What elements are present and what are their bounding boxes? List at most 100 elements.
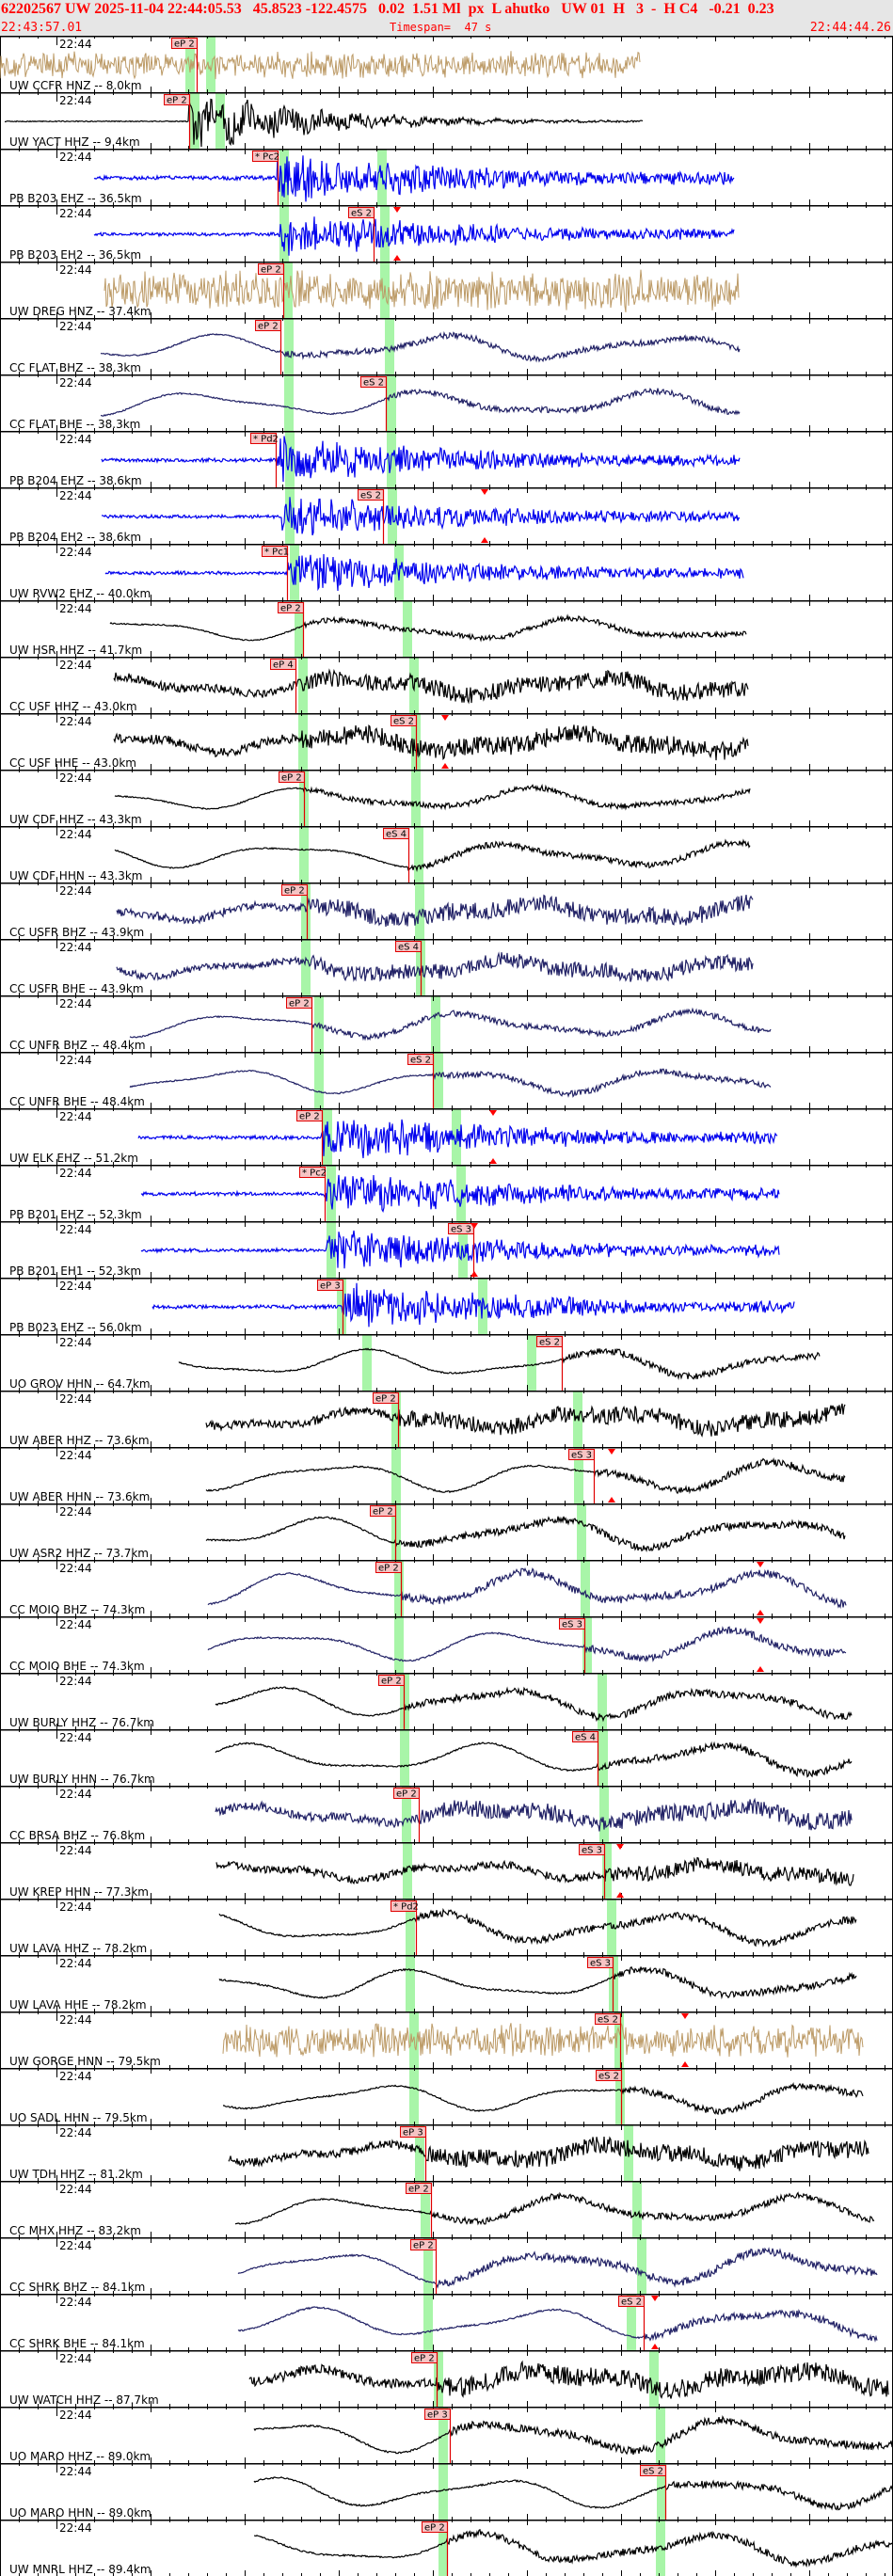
- p-phase-pick[interactable]: eP 2: [411, 2352, 439, 2407]
- trace-panel[interactable]: 22:44 UO GROV HHN -- 64.7km eS 2: [0, 1334, 893, 1391]
- p-phase-pick[interactable]: * Pc2: [299, 1167, 327, 1221]
- trace-panel[interactable]: 22:44 UW BURLY HHZ -- 76.7km eP 2: [0, 1673, 893, 1729]
- s-phase-pick[interactable]: eS 4: [395, 941, 423, 995]
- trace-panel[interactable]: 22:44 PB B201 EHZ -- 52.3km * Pc2: [0, 1165, 893, 1221]
- trace-panel[interactable]: 22:44 UW CCFR HNZ -- 8.0km eP 2: [0, 36, 893, 92]
- trace-panel[interactable]: 22:44 PB B204 EH2 -- 38.6km eS 2: [0, 487, 893, 544]
- p-phase-pick[interactable]: eP 4: [270, 659, 297, 713]
- p-phase-pick[interactable]: eP 2: [281, 884, 309, 939]
- trace-panel[interactable]: 22:44 CC SHRK BHZ -- 84.1km eP 2: [0, 2237, 893, 2294]
- p-phase-pick[interactable]: eP 2: [422, 2521, 449, 2576]
- trace-panel[interactable]: 22:44 PB B203 EHZ -- 36.5km * Pc2: [0, 149, 893, 205]
- trace-panel[interactable]: 22:44 UW RVW2 EHZ -- 40.0km * Pc1: [0, 544, 893, 600]
- p-phase-pick[interactable]: eP 3: [317, 1280, 344, 1334]
- s-phase-pick[interactable]: eS 2: [358, 489, 385, 544]
- trace-panel[interactable]: 22:44 UO MARO HHN -- 89.0km eS 2: [0, 2463, 893, 2520]
- p-phase-pick[interactable]: eP 2: [286, 997, 313, 1052]
- trace-panel[interactable]: 22:44 CC USF HHZ -- 43.0km eP 4: [0, 657, 893, 713]
- trace-panel[interactable]: 22:44 UW DREG HNZ -- 37.4km eP 2: [0, 262, 893, 318]
- p-phase-pick[interactable]: eP 2: [278, 602, 305, 657]
- trace-panel[interactable]: 22:44 UW WATCH HHZ -- 87.7km eP 2: [0, 2350, 893, 2407]
- trace-panel[interactable]: 22:44 CC MHX HHZ -- 83.2km eP 2: [0, 2181, 893, 2237]
- trace-panel[interactable]: 22:44 CC FLAT BHE -- 38.3km eS 2: [0, 374, 893, 431]
- trace-panel[interactable]: 22:44 UW LAVA HHE -- 78.2km eS 3: [0, 1955, 893, 2012]
- trace-panel[interactable]: 22:44 UW ASR2 HHZ -- 73.7km eP 2: [0, 1503, 893, 1560]
- trace-panel[interactable]: 22:44 CC FLAT BHZ -- 38.3km eP 2: [0, 318, 893, 374]
- trace-panel[interactable]: 22:44 CC USFR BHE -- 43.9km eS 4: [0, 939, 893, 995]
- trace-panel[interactable]: 22:44 PB B201 EH1 -- 52.3km eS 3: [0, 1221, 893, 1278]
- trace-panel[interactable]: 22:44 UO SADL HHN -- 79.5km eS 2: [0, 2068, 893, 2124]
- trace-panel[interactable]: 22:44 CC UNFR BHE -- 48.4km eS 2: [0, 1052, 893, 1108]
- minute-marker-label: 22:44: [59, 2013, 92, 2027]
- waveform-trace: [140, 1174, 780, 1213]
- p-phase-pick[interactable]: eP 3: [400, 2126, 427, 2181]
- p-phase-pick[interactable]: eP 2: [393, 1788, 421, 1842]
- svg-text:eP 2: eP 2: [284, 886, 305, 897]
- s-phase-pick[interactable]: eS 3: [587, 1957, 614, 2012]
- trace-panel[interactable]: 22:44 UW TDH HHZ -- 81.2km eP 3: [0, 2124, 893, 2181]
- trace-panel[interactable]: 22:44 UW YACT HHZ -- 9.4km eP 2: [0, 92, 893, 149]
- trace-panel[interactable]: 22:44 UW KREP HHN -- 77.3km eS 3: [0, 1842, 893, 1899]
- p-phase-pick[interactable]: eP 2: [171, 38, 199, 92]
- s-phase-pick[interactable]: eS 3: [579, 1844, 606, 1899]
- trace-panel[interactable]: 22:44 CC MOIO BHE -- 74.3km eS 3: [0, 1616, 893, 1673]
- trace-panel[interactable]: 22:44 UW CDF HHZ -- 43.3km eP 2: [0, 770, 893, 826]
- p-phase-pick[interactable]: eP 3: [424, 2409, 452, 2463]
- p-phase-pick[interactable]: * Pd2: [391, 1900, 419, 1955]
- p-phase-pick[interactable]: eP 2: [279, 771, 306, 826]
- p-phase-pick[interactable]: eP 2: [406, 2183, 433, 2237]
- trace-panel[interactable]: 22:44 UW LAVA HHZ -- 78.2km * Pd2: [0, 1899, 893, 1955]
- s-phase-pick[interactable]: eS 2: [640, 2465, 667, 2520]
- trace-panel[interactable]: 22:44 PB B204 EHZ -- 38.6km * Pd2: [0, 431, 893, 487]
- predicted-arrival-band: [362, 1334, 372, 1391]
- p-phase-pick[interactable]: eP 2: [410, 2239, 438, 2294]
- p-phase-pick[interactable]: eP 2: [375, 1562, 403, 1616]
- p-phase-pick[interactable]: eP 2: [164, 94, 191, 149]
- station-channel-label: CC BRSA BHZ -- 76.8km: [9, 1829, 145, 1842]
- trace-panel[interactable]: 22:44 PB B203 EH2 -- 36.5km eS 2: [0, 205, 893, 262]
- station-channel-label: UW MNRL HHZ -- 89.4km: [9, 2563, 151, 2576]
- station-channel-label: UW DREG HNZ -- 37.4km: [9, 305, 151, 318]
- trace-panel[interactable]: 22:44 CC UNFR BHZ -- 48.4km eP 2: [0, 995, 893, 1052]
- trace-panel[interactable]: 22:44 PB B023 EHZ -- 56.0km eP 3: [0, 1278, 893, 1334]
- p-phase-pick[interactable]: * Pc1: [262, 546, 290, 600]
- trace-panel[interactable]: 22:44 UW ABER HHN -- 73.6km eS 3: [0, 1447, 893, 1503]
- p-phase-pick[interactable]: eP 2: [255, 320, 282, 374]
- p-phase-pick[interactable]: eP 2: [373, 1392, 400, 1447]
- s-phase-pick[interactable]: eS 4: [572, 1731, 599, 1786]
- s-phase-pick[interactable]: eS 2: [360, 376, 388, 431]
- p-phase-pick[interactable]: eP 2: [258, 263, 285, 318]
- s-phase-pick[interactable]: eS 2: [618, 2296, 646, 2350]
- s-phase-pick[interactable]: eS 2: [596, 2070, 623, 2124]
- minute-marker-label: 22:44: [59, 1167, 92, 1180]
- trace-panel[interactable]: 22:44 UW BURLY HHN -- 76.7km eS 4: [0, 1729, 893, 1786]
- trace-panel[interactable]: 22:44 UW ABER HHZ -- 73.6km eP 2: [0, 1391, 893, 1447]
- p-phase-pick[interactable]: * Pd2: [250, 433, 279, 487]
- p-phase-pick[interactable]: * Pc2: [252, 151, 280, 205]
- s-phase-pick[interactable]: eS 2: [536, 1336, 564, 1391]
- s-phase-pick[interactable]: eS 3: [559, 1618, 586, 1673]
- s-phase-pick[interactable]: eS 3: [568, 1449, 596, 1503]
- waveform-trace: [113, 724, 749, 761]
- s-phase-pick[interactable]: eS 4: [383, 828, 410, 883]
- trace-panel[interactable]: 22:44 CC MOIO BHZ -- 74.3km eP 2: [0, 1560, 893, 1616]
- trace-panel[interactable]: 22:44 UO MARO HHZ -- 89.0km eP 3: [0, 2407, 893, 2463]
- p-phase-pick[interactable]: eP 2: [378, 1675, 406, 1729]
- s-phase-pick[interactable]: eS 2: [407, 1054, 435, 1108]
- trace-panel[interactable]: 22:44 CC SHRK BHE -- 84.1km eS 2: [0, 2294, 893, 2350]
- p-phase-pick[interactable]: eP 2: [296, 1110, 324, 1165]
- trace-panel[interactable]: 22:44 CC BRSA BHZ -- 76.8km eP 2: [0, 1786, 893, 1842]
- trace-panel[interactable]: 22:44 UW MNRL HHZ -- 89.4km eP 2: [0, 2520, 893, 2576]
- trace-panel[interactable]: 22:44 UW CDF HHN -- 43.3km eS 4: [0, 826, 893, 883]
- p-phase-pick[interactable]: eP 2: [370, 1505, 397, 1560]
- s-phase-pick[interactable]: eS 2: [391, 715, 418, 770]
- s-phase-pick[interactable]: eS 3: [448, 1223, 475, 1278]
- trace-panel[interactable]: 22:44 CC USFR BHZ -- 43.9km eP 2: [0, 883, 893, 939]
- trace-panel[interactable]: 22:44 UW ELK EHZ -- 51.2km eP 2: [0, 1108, 893, 1165]
- s-phase-pick[interactable]: eS 2: [348, 207, 375, 262]
- seismogram-trace-stack[interactable]: 22:44 UW CCFR HNZ -- 8.0km eP 2 22:44 UW YAC…: [0, 36, 893, 2576]
- trace-panel[interactable]: 22:44 CC USF HHE -- 43.0km eS 2: [0, 713, 893, 770]
- trace-panel[interactable]: 22:44 UW HSR HHZ -- 41.7km eP 2: [0, 600, 893, 657]
- trace-panel[interactable]: 22:44 UW GORGE HNN -- 79.5km eS 2: [0, 2012, 893, 2068]
- s-phase-pick[interactable]: eS 2: [595, 2013, 622, 2068]
